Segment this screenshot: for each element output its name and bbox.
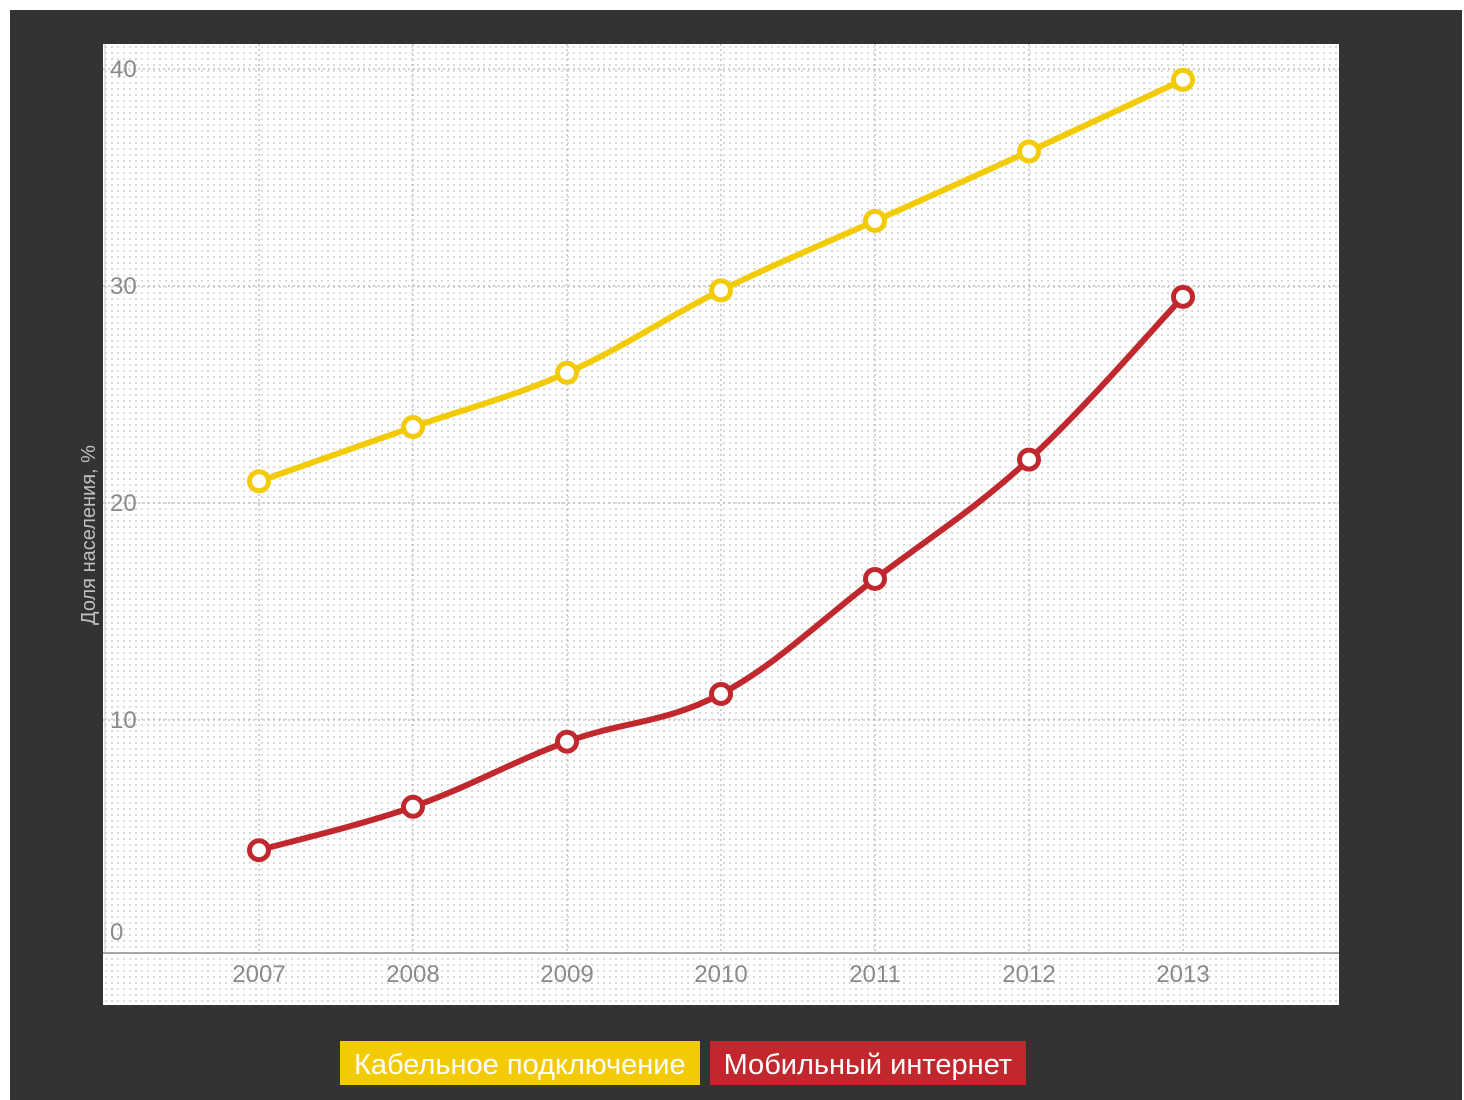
data-point-cable [712, 281, 731, 300]
data-point-cable [1020, 142, 1039, 161]
data-point-mobile [712, 684, 731, 703]
data-point-cable [558, 363, 577, 382]
x-tick-label: 2013 [1156, 961, 1209, 988]
x-tick-label: 2010 [694, 961, 747, 988]
legend: Кабельное подключение Мобильный интернет [340, 1041, 1026, 1085]
y-tick-label: 0 [110, 919, 123, 946]
y-tick-label: 10 [110, 707, 137, 734]
grid [103, 44, 1339, 953]
x-tick-label: 2007 [232, 961, 285, 988]
data-point-mobile [558, 732, 577, 751]
x-tick-label: 2009 [540, 961, 593, 988]
data-point-mobile [1020, 450, 1039, 469]
x-tick-label: 2011 [849, 961, 901, 988]
legend-label-mobile: Мобильный интернет [724, 1049, 1012, 1081]
legend-label-cable: Кабельное подключение [354, 1049, 686, 1081]
legend-item-mobile: Мобильный интернет [710, 1041, 1026, 1085]
data-point-cable [1174, 70, 1193, 89]
data-point-mobile [404, 797, 423, 816]
data-point-cable [866, 211, 885, 230]
y-tick-label: 20 [110, 490, 137, 517]
data-point-cable [250, 472, 269, 491]
legend-item-cable: Кабельное подключение [340, 1041, 700, 1085]
data-point-mobile [250, 841, 269, 860]
y-axis-label: Доля населения, % [78, 445, 100, 625]
data-point-cable [404, 418, 423, 437]
y-tick-label: 40 [110, 56, 137, 83]
data-point-mobile [1174, 287, 1193, 306]
x-tick-label: 2008 [386, 961, 439, 988]
series-cable [250, 70, 1193, 490]
y-tick-label: 30 [110, 273, 137, 300]
x-tick-label: 2012 [1002, 961, 1055, 988]
data-point-mobile [866, 569, 885, 588]
series-mobile [250, 287, 1193, 859]
